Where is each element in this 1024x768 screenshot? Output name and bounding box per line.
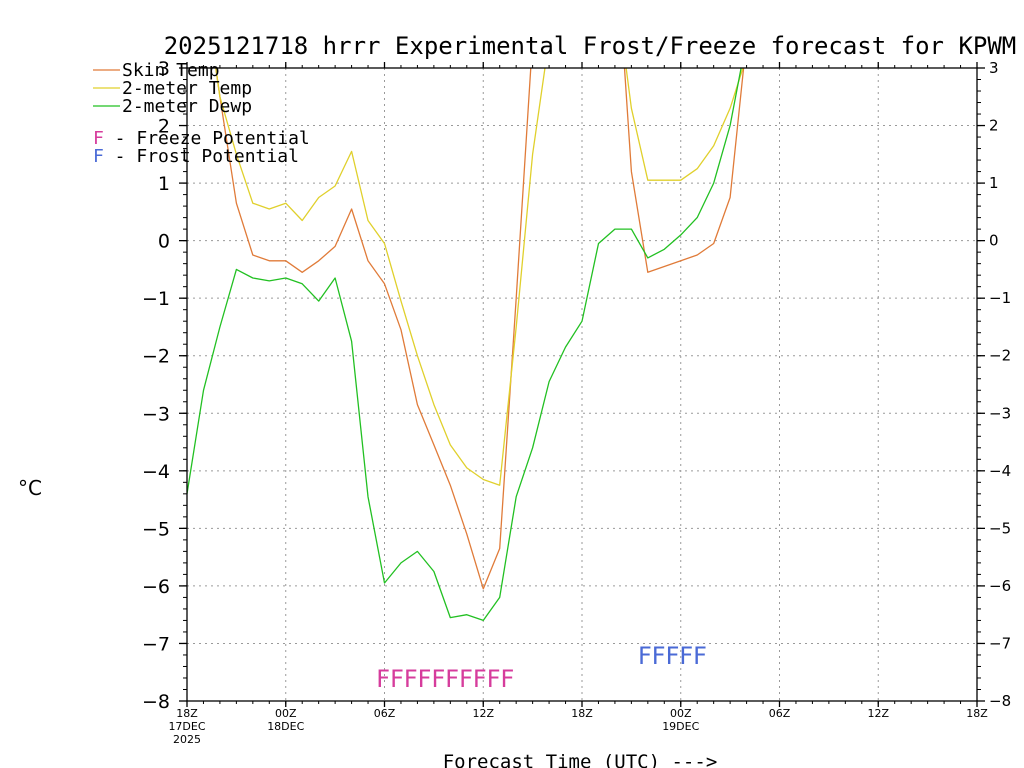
x-tick-label: 18DEC [267,720,304,733]
x-tick-label: 19DEC [662,720,699,733]
potential-legend-letter: F [93,128,104,149]
y-tick-label-left: −1 [142,288,170,310]
potential-legend-entry: F - Freeze Potential [93,128,310,149]
y-tick-label-right: 0 [989,232,999,250]
y-tick-label-right: 1 [989,174,999,192]
y-tick-label-right: −8 [989,692,1011,710]
potential-legend-text: - Freeze Potential [104,128,310,149]
series-line-2-meter-dewp [187,68,742,622]
y-tick-label-right: −2 [989,347,1011,365]
legend-label: 2-meter Dewp [122,96,252,117]
y-tick-label-left: −6 [142,576,170,598]
freeze-potential-marks: FFFFFFFFFF [376,665,514,693]
potential-legend-letter: F [93,146,104,167]
plot-lines [187,68,745,622]
y-tick-label-left: −3 [142,403,170,425]
y-tick-label-right: −6 [989,577,1011,595]
grid [187,68,977,701]
y-tick-label-left: −2 [142,346,170,368]
y-tick-label-left: −5 [142,518,170,540]
x-tick-label: 00Z [275,707,297,720]
x-tick-label: 00Z [670,707,692,720]
y-tick-label-left: 2 [158,116,170,138]
frost-potential-marks: FFFFF [638,642,707,670]
plot-frame [186,67,978,702]
y-tick-label-left: −8 [142,691,170,713]
y-tick-label-left: 0 [158,231,170,253]
x-tick-label: 06Z [769,707,791,720]
y-tick-label-right: −1 [989,289,1011,307]
y-tick-label-right: 2 [989,117,999,135]
potential-legend-entry: F - Frost Potential [93,146,299,167]
x-tick-label: 18Z [571,707,593,720]
x-axis-label: Forecast Time (UTC) ---> [443,751,718,768]
x-tick-label: 17DEC [168,720,205,733]
legend-label: Skin Temp [122,60,220,81]
x-tick-label: 06Z [374,707,396,720]
y-tick-label-right: −4 [989,462,1011,480]
chart-title: 2025121718 hrrr Experimental Frost/Freez… [164,32,1017,60]
potential-legend-text: - Frost Potential [104,146,299,167]
series-line-skin-temp [215,68,745,590]
y-tick-label-right: 3 [989,59,999,77]
y-tick-label-right: −3 [989,404,1011,422]
y-tick-label-right: −7 [989,634,1011,652]
y-tick-label-left: −7 [142,633,170,655]
y-tick-label-left: 3 [158,58,170,80]
legend-label: 2-meter Temp [122,78,252,99]
y-tick-label-right: −5 [989,519,1011,537]
x-tick-label: 18Z [966,707,988,720]
y-axis-label: °C [18,476,42,500]
y-tick-label-left: −4 [142,461,170,483]
x-tick-label: 18Z [176,707,198,720]
x-tick-label: 12Z [472,707,494,720]
axes: −8 −8 −7 −7 −6 −6 −5 −5 −4 −4 −3 −3 −2 −2 −1 −1 0 0 1 1 2 2 3 3… [142,58,1011,746]
x-tick-label: 12Z [867,707,889,720]
x-tick-label: 2025 [173,733,201,746]
series-line-2-meter-temp [215,68,744,486]
y-tick-label-left: 1 [158,173,170,195]
